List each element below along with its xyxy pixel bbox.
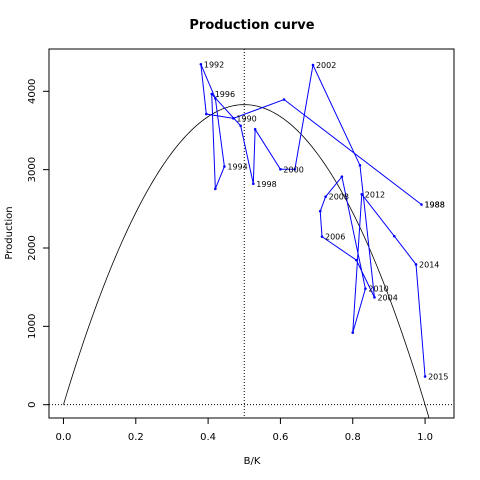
year-label: 2006 (325, 233, 345, 242)
year-label: 1998 (256, 180, 276, 189)
year-label: 1988 (424, 201, 444, 210)
year-labels-layer: 1988 1990 1992 1994 1996 1998 2000 2002 2004 2006… (204, 60, 449, 381)
y-axis-label: Production (4, 206, 15, 259)
year-label: 2000 (283, 165, 303, 174)
series-point (360, 193, 364, 196)
x-tick-label: 0.0 (56, 432, 72, 443)
series-point (351, 331, 355, 334)
series-point (324, 195, 327, 198)
series-point (364, 287, 367, 291)
series-point (420, 203, 423, 206)
y-tick-label: 3000 (27, 157, 38, 182)
y-tick-label: 4000 (27, 79, 38, 104)
x-tick-label: 1.0 (417, 432, 433, 443)
plot-frame (48, 48, 455, 419)
reference-lines (49, 49, 454, 418)
year-label: 1996 (215, 90, 235, 99)
year-label: 2015 (428, 372, 448, 381)
series-point (214, 187, 217, 191)
y-tick-label: 1000 (27, 314, 38, 339)
year-label: 2008 (329, 193, 349, 202)
series-point (282, 98, 286, 101)
y-axis: 0 1000 2000 3000 4000 (27, 79, 49, 408)
year-label: 1994 (227, 163, 247, 172)
series-point (311, 63, 315, 67)
series-point (253, 128, 257, 131)
year-label: 1990 (236, 114, 256, 123)
year-label: 2002 (316, 61, 336, 70)
series-point (232, 117, 235, 120)
catch-series-line (200, 63, 426, 377)
y-tick-label: 0 (27, 401, 38, 407)
catch-series-layer (199, 62, 427, 378)
chart-title: Production curve (189, 18, 314, 33)
series-point (252, 182, 255, 186)
year-label: 2004 (377, 293, 397, 302)
year-label: 2012 (365, 190, 385, 199)
series-point (318, 209, 322, 213)
x-tick-label: 0.2 (128, 432, 144, 443)
x-axis: 0.0 0.2 0.4 0.6 0.8 1.0 (56, 418, 433, 443)
series-point (423, 375, 427, 378)
series-point (414, 263, 418, 266)
series-point (214, 97, 217, 100)
series-point (239, 124, 242, 128)
series-point (210, 92, 214, 96)
x-tick-label: 0.8 (345, 432, 361, 443)
year-label: 2014 (419, 260, 439, 269)
production-curve (63, 104, 430, 418)
series-point (373, 296, 376, 299)
x-axis-label: B/K (244, 456, 261, 467)
series-point (223, 165, 226, 168)
series-point (320, 235, 324, 238)
year-label: 1992 (204, 60, 224, 69)
series-point (393, 234, 396, 238)
series-point (293, 167, 297, 171)
x-tick-label: 0.4 (200, 432, 216, 443)
series-point (204, 112, 208, 116)
production-curve-layer (63, 104, 430, 418)
y-tick-label: 2000 (27, 235, 38, 260)
year-label: 2010 (368, 285, 388, 294)
series-point (358, 164, 362, 167)
x-tick-label: 0.6 (272, 432, 288, 443)
series-point (355, 258, 358, 262)
series-point (199, 62, 203, 66)
series-point (340, 175, 344, 179)
year-label-overlay: 1988 (424, 201, 444, 210)
series-point (279, 167, 282, 171)
